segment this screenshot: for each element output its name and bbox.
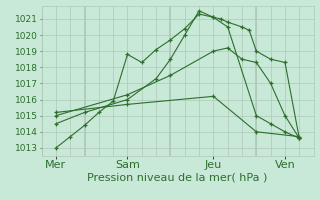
X-axis label: Pression niveau de la mer( hPa ): Pression niveau de la mer( hPa ) <box>87 173 268 183</box>
